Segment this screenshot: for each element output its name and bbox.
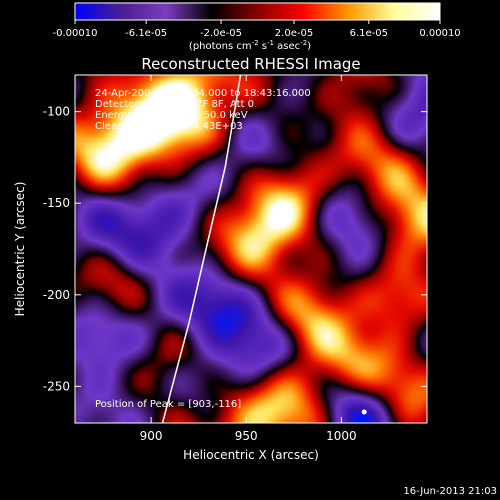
x-axis-label: Heliocentric X (arcsec) bbox=[183, 448, 319, 462]
footer-timestamp: 16-Jun-2013 21:03 bbox=[403, 486, 497, 497]
plot-frame bbox=[74, 74, 428, 424]
colorbar-tick-label: 0.00010 bbox=[419, 28, 460, 39]
colorbar-tick-label: 2.0e-05 bbox=[275, 28, 313, 39]
annotation-detectors: Detectors: 4F 5F 6F 7F 8F, Att 0 bbox=[95, 99, 254, 110]
colorbar-ticks: -0.00010 -6.1e-05 -2.0e-05 2.0e-05 6.1e-05 0.… bbox=[53, 20, 461, 39]
heatmap-area bbox=[75, 75, 427, 423]
heatmap-image bbox=[75, 75, 427, 423]
annotation-energy: Energy Range: 25.0 - 50.0 keV bbox=[95, 110, 248, 121]
y-tick-label: -250 bbox=[43, 379, 70, 393]
annotation-time: 24-Apr-2004 18:38:34.000 to 18:43:16.000 bbox=[95, 88, 311, 99]
annotation-peak: Position of Peak = [903,-116] bbox=[95, 399, 241, 410]
x-axis-ticks: 900 950 1000 bbox=[140, 75, 357, 443]
colorbar-tick-label: 6.1e-05 bbox=[350, 28, 388, 39]
colorbar-tick-label: -0.00010 bbox=[53, 28, 98, 39]
y-tick-label: -100 bbox=[43, 105, 70, 119]
x-tick-label: 900 bbox=[140, 429, 163, 443]
colorbar-tick-label: -6.1e-05 bbox=[125, 28, 167, 39]
y-tick-label: -150 bbox=[43, 196, 70, 210]
annotation-clean: Clean Total counts: 4.43E+03 bbox=[95, 121, 243, 132]
x-tick-label: 950 bbox=[235, 429, 258, 443]
x-tick-label: 1000 bbox=[326, 429, 357, 443]
colorbar-unit: (photons cm-2 s-1 asec-2) bbox=[189, 39, 311, 52]
colorbar bbox=[74, 2, 441, 21]
colorbar-tick-label: -2.0e-05 bbox=[200, 28, 242, 39]
solar-limb-curve bbox=[161, 75, 242, 423]
y-axis-ticks: -100 -150 -200 -250 bbox=[43, 105, 427, 393]
y-tick-label: -200 bbox=[43, 288, 70, 302]
y-axis-label: Heliocentric Y (arcsec) bbox=[13, 182, 27, 317]
peak-marker bbox=[361, 409, 367, 415]
chart-title: Reconstructed RHESSI Image bbox=[141, 55, 360, 73]
